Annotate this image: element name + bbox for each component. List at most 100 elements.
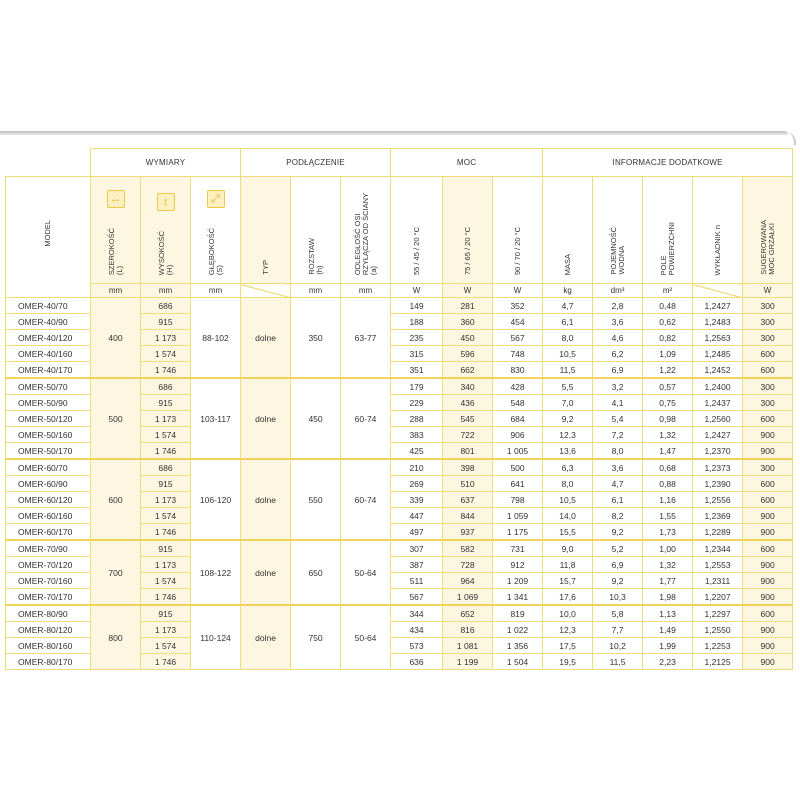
area-cell: 0,68 bbox=[642, 458, 694, 476]
model-column-header: MODEL bbox=[5, 176, 91, 298]
power-90-cell: 352 bbox=[492, 297, 544, 314]
power-75-cell: 398 bbox=[442, 458, 494, 476]
power-90-cell: 684 bbox=[492, 410, 544, 427]
exponent-cell: 1,2289 bbox=[692, 523, 744, 541]
model-cell: OMER-60/160 bbox=[5, 507, 91, 524]
exponent-cell: 1,2207 bbox=[692, 588, 744, 606]
power-75-cell: 662 bbox=[442, 361, 494, 379]
power-90-cell: 798 bbox=[492, 491, 544, 508]
mass-cell: 10,5 bbox=[542, 491, 594, 508]
group-header-additional-info: INFORMACJE DODATKOWE bbox=[542, 148, 794, 177]
unit-cell: m² bbox=[642, 283, 694, 298]
power-90-cell: 500 bbox=[492, 458, 544, 476]
volume-cell: 11,5 bbox=[592, 653, 644, 670]
type-cell: dolne bbox=[240, 458, 292, 541]
volume-cell: 3,6 bbox=[592, 313, 644, 330]
power-55-cell: 210 bbox=[390, 458, 444, 476]
power-55-cell: 235 bbox=[390, 329, 444, 346]
exponent-cell: 1,2427 bbox=[692, 297, 744, 314]
heater-power-cell: 300 bbox=[742, 329, 794, 346]
volume-cell: 6,9 bbox=[592, 556, 644, 573]
volume-cell: 5,8 bbox=[592, 604, 644, 622]
exponent-cell: 1,2485 bbox=[692, 345, 744, 362]
heater-power-cell: 900 bbox=[742, 556, 794, 573]
power-55-cell: 425 bbox=[390, 442, 444, 460]
mass-cell: 10,0 bbox=[542, 604, 594, 622]
column-label: POLE POWIERZCHNI bbox=[658, 221, 676, 275]
power-90-cell: 548 bbox=[492, 394, 544, 411]
unit-cell: mm bbox=[290, 283, 342, 298]
volume-cell: 9,2 bbox=[592, 523, 644, 541]
heater-power-cell: 600 bbox=[742, 475, 794, 492]
width-cell: 800 bbox=[90, 604, 141, 670]
heater-power-cell: 900 bbox=[742, 523, 794, 541]
power-75-cell: 728 bbox=[442, 556, 494, 573]
table-row: OMER-40/70 400 686 88-102 dolne 350 63-77 149 28… bbox=[5, 297, 794, 379]
power-55-cell: 315 bbox=[390, 345, 444, 362]
mass-cell: 17,5 bbox=[542, 637, 594, 654]
table-row: OMER-80/90 800 915 110-124 dolne 750 50-64 344 6… bbox=[5, 604, 794, 670]
volume-cell: 6,2 bbox=[592, 345, 644, 362]
area-cell: 0,62 bbox=[642, 313, 694, 330]
height-cell: 1 746 bbox=[140, 588, 191, 606]
area-cell: 1,00 bbox=[642, 539, 694, 557]
width-cell: 400 bbox=[90, 297, 141, 379]
model-cell: OMER-40/170 bbox=[5, 361, 91, 379]
power-55-cell: 229 bbox=[390, 394, 444, 411]
area-cell: 1,09 bbox=[642, 345, 694, 362]
depth-cell: 106-120 bbox=[189, 458, 242, 541]
exponent-cell: 1,2370 bbox=[692, 442, 744, 460]
exponent-cell: 1,2125 bbox=[692, 653, 744, 670]
type-cell: dolne bbox=[240, 604, 292, 670]
height-cell: 915 bbox=[140, 313, 191, 330]
area-cell: 1,99 bbox=[642, 637, 694, 654]
power-90-cell: 1 341 bbox=[492, 588, 544, 606]
table-row: OMER-70/170 1 746 567 1 069 1 341 17,6 10,3 1,9… bbox=[5, 588, 794, 606]
height-cell: 1 746 bbox=[140, 523, 191, 541]
column-label: 55 / 45 / 20 °C bbox=[411, 226, 421, 275]
area-cell: 1,32 bbox=[642, 426, 694, 443]
power-90-cell: 819 bbox=[492, 604, 544, 622]
column-header: ↕ WYSOKOŚĆ (H) bbox=[140, 176, 191, 284]
unit-cell: W bbox=[492, 283, 544, 298]
mass-cell: 11,8 bbox=[542, 556, 594, 573]
model-cell: OMER-60/120 bbox=[5, 491, 91, 508]
height-cell: 1 574 bbox=[140, 426, 191, 443]
heater-power-cell: 300 bbox=[742, 297, 794, 314]
model-label: MODEL bbox=[43, 219, 52, 247]
column-header: 75 / 65 / 20 °C bbox=[442, 176, 494, 284]
power-55-cell: 434 bbox=[390, 621, 444, 638]
power-55-cell: 447 bbox=[390, 507, 444, 524]
area-cell: 1,22 bbox=[642, 361, 694, 379]
model-cell: OMER-60/70 bbox=[5, 458, 91, 476]
exponent-cell: 1,2483 bbox=[692, 313, 744, 330]
column-header: ODLEGŁOŚĆ OSI RZYŁĄCZA OD ŚCIANY (a) bbox=[340, 176, 392, 284]
power-90-cell: 1 356 bbox=[492, 637, 544, 654]
column-label: GŁĘBOKOŚĆ (S) bbox=[206, 227, 224, 275]
table-row: OMER-60/70 600 686 106-120 dolne 550 60-74 210 3… bbox=[5, 458, 794, 541]
model-cell: OMER-70/160 bbox=[5, 572, 91, 589]
table-row: OMER-80/120 1 173 434 816 1 022 12,3 7,7 1,49 1,… bbox=[5, 621, 794, 638]
model-cell: OMER-50/70 bbox=[5, 377, 91, 395]
heater-power-cell: 900 bbox=[742, 442, 794, 460]
spacing-cell: 350 bbox=[290, 297, 342, 379]
exponent-cell: 1,2553 bbox=[692, 556, 744, 573]
height-cell: 686 bbox=[140, 377, 191, 395]
power-75-cell: 436 bbox=[442, 394, 494, 411]
column-header: POJEMNOŚĆ WODNA bbox=[592, 176, 644, 284]
height-cell: 1 173 bbox=[140, 621, 191, 638]
height-cell: 1 574 bbox=[140, 507, 191, 524]
width-cell: 600 bbox=[90, 458, 141, 541]
table-row: OMER-40/90 915 188 360 454 6,1 3,6 0,62 1,2483 30… bbox=[5, 313, 794, 330]
power-75-cell: 637 bbox=[442, 491, 494, 508]
volume-cell: 7,2 bbox=[592, 426, 644, 443]
power-55-cell: 179 bbox=[390, 377, 444, 395]
top-divider-line bbox=[0, 131, 796, 145]
offset-cell: 60-74 bbox=[340, 377, 392, 460]
table-row: OMER-50/170 1 746 425 801 1 005 13,6 8,0 1,47 1,… bbox=[5, 442, 794, 460]
model-cell: OMER-40/90 bbox=[5, 313, 91, 330]
mass-cell: 17,6 bbox=[542, 588, 594, 606]
column-label: 90 / 70 / 20 °C bbox=[512, 226, 522, 275]
power-90-cell: 1 209 bbox=[492, 572, 544, 589]
exponent-cell: 1,2390 bbox=[692, 475, 744, 492]
